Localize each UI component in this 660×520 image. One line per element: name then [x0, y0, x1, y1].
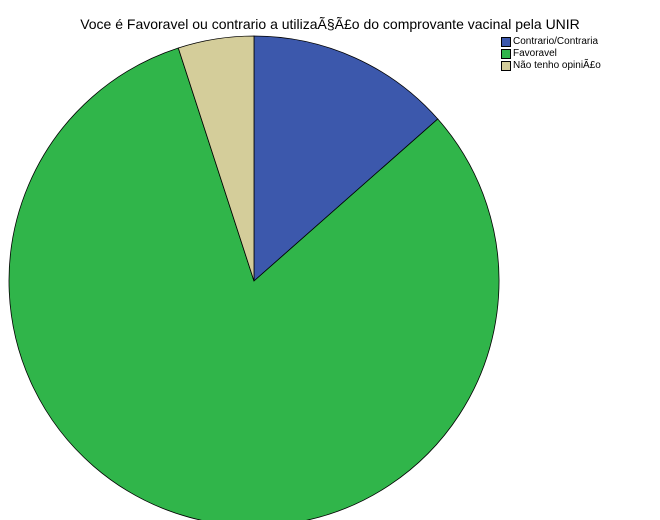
legend-item-na-o-tenho-opinia-o: Não tenho opiniÃ£o: [501, 60, 601, 72]
pie-slice-favoravel: [8, 47, 500, 520]
legend-item-favoravel: Favoravel: [501, 48, 601, 60]
legend-label: Favoravel: [513, 48, 557, 59]
legend-item-contrario-contraria: Contrario/Contraria: [501, 36, 601, 48]
legend-label: Contrario/Contraria: [513, 36, 599, 47]
pie-slice-na-o-tenho-opinia-o: [177, 35, 255, 282]
pie-slice-contrario-contraria: [253, 35, 439, 282]
legend-swatch: [501, 49, 511, 59]
legend-label: Não tenho opiniÃ£o: [513, 60, 601, 71]
legend-swatch: [501, 61, 511, 71]
chart-legend: Contrario/Contraria Favoravel Não tenho op…: [501, 36, 601, 72]
chart-title: Voce é Favoravel ou contrario a utilizaÃ…: [80, 16, 580, 32]
legend-swatch: [501, 37, 511, 47]
pie-slices: [8, 35, 500, 520]
